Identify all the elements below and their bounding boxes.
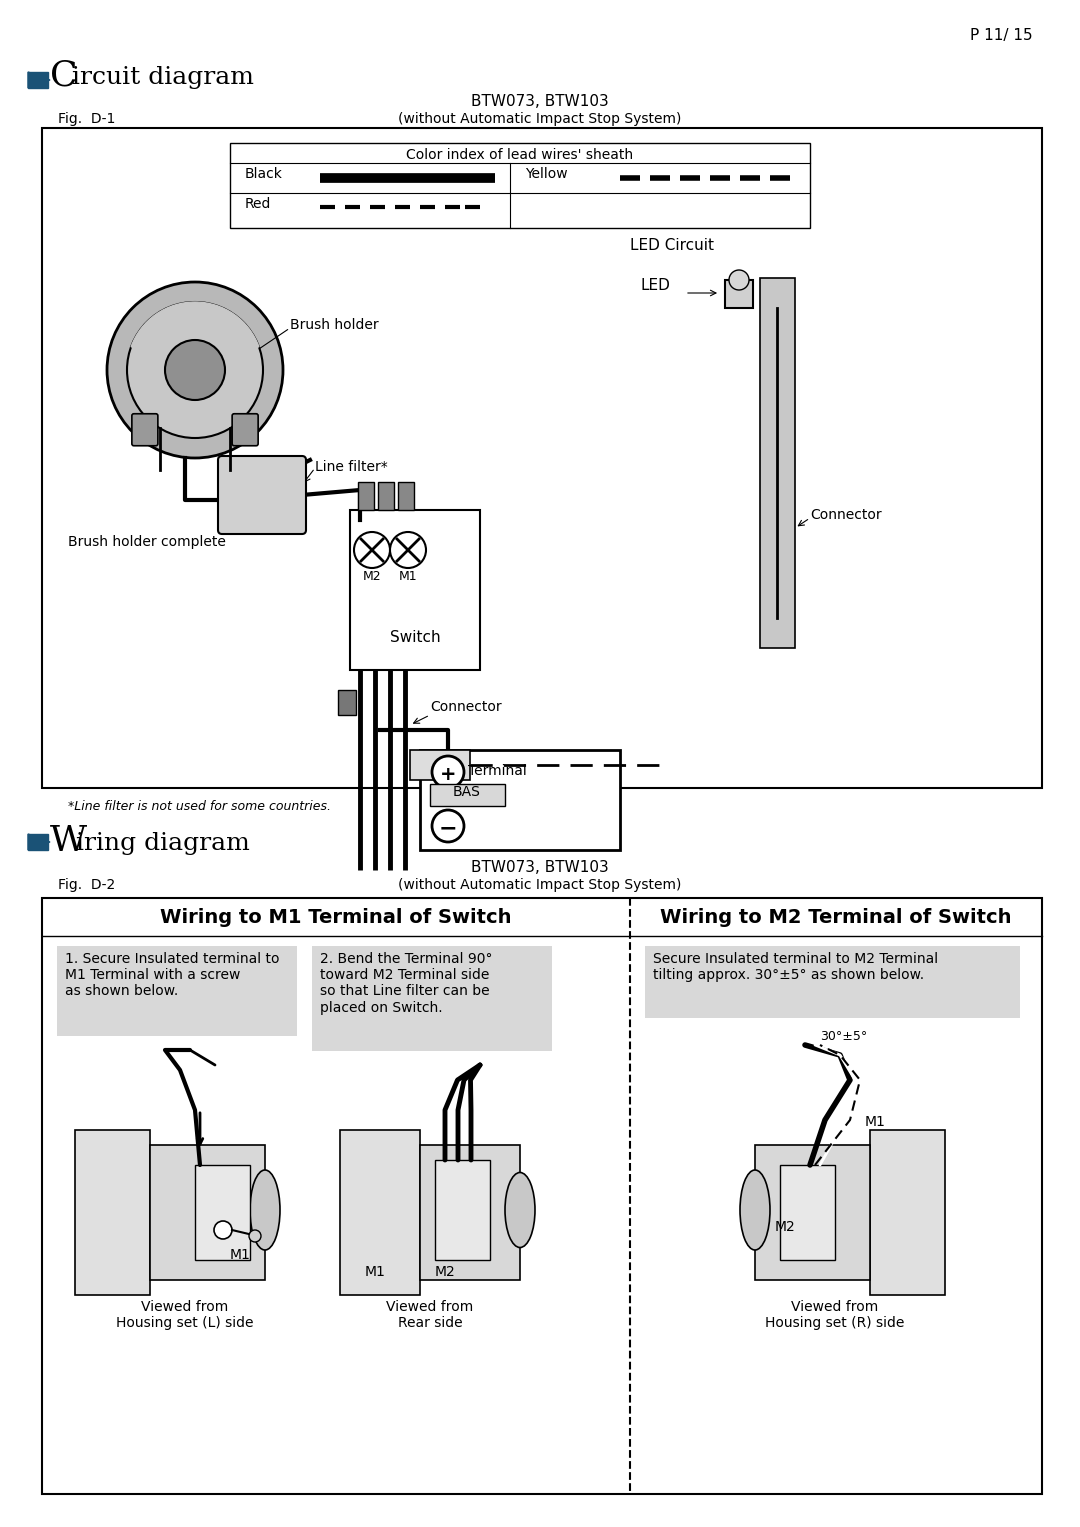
Text: Wiring to M1 Terminal of Switch: Wiring to M1 Terminal of Switch [160, 909, 512, 927]
Text: Brush holder complete: Brush holder complete [68, 534, 226, 550]
Polygon shape [28, 834, 50, 851]
Text: W: W [50, 825, 87, 858]
Polygon shape [28, 834, 48, 851]
Bar [357, 483, 374, 510]
Text: −: − [438, 818, 457, 838]
Circle shape [432, 809, 464, 841]
Text: BTW073, BTW103: BTW073, BTW103 [471, 860, 609, 875]
Bar [75, 1130, 150, 1295]
Text: Fig.  D-2: Fig. D-2 [58, 878, 116, 892]
Text: Switch: Switch [390, 631, 441, 644]
Text: M1: M1 [865, 1115, 886, 1128]
FancyBboxPatch shape [132, 414, 158, 446]
Text: Viewed from
Rear side: Viewed from Rear side [387, 1299, 474, 1330]
Text: Terminal: Terminal [468, 764, 527, 777]
Bar [780, 1165, 835, 1260]
Circle shape [729, 270, 750, 290]
Text: Secure Insulated terminal to M2 Terminal
tilting approx. 30°±5° as shown below.: Secure Insulated terminal to M2 Terminal… [653, 951, 939, 982]
Text: (without Automatic Impact Stop System): (without Automatic Impact Stop System) [399, 111, 681, 127]
Bar [312, 947, 552, 1051]
Bar [620, 258, 1010, 698]
Text: +: + [440, 765, 456, 783]
Text: BTW073, BTW103: BTW073, BTW103 [471, 95, 609, 108]
Bar [230, 144, 810, 228]
Text: ircuit diagram: ircuit diagram [72, 66, 254, 89]
Polygon shape [28, 72, 50, 89]
Text: Fig.  D-1: Fig. D-1 [58, 111, 116, 127]
Text: M1: M1 [230, 1248, 251, 1261]
Bar [338, 690, 356, 715]
Bar [410, 750, 470, 780]
Bar [195, 1165, 249, 1260]
Bar [42, 128, 1042, 788]
Bar [420, 1145, 519, 1280]
Polygon shape [28, 72, 48, 89]
Text: 1. Secure Insulated terminal to
M1 Terminal with a screw
as shown below.: 1. Secure Insulated terminal to M1 Termi… [65, 951, 280, 999]
Text: Red: Red [245, 197, 271, 211]
FancyBboxPatch shape [232, 414, 258, 446]
Bar [435, 1161, 490, 1260]
Bar [340, 1130, 420, 1295]
Text: 2. Bend the Terminal 90°
toward M2 Terminal side
so that Line filter can be
plac: 2. Bend the Terminal 90° toward M2 Termi… [320, 951, 492, 1014]
Text: (without Automatic Impact Stop System): (without Automatic Impact Stop System) [399, 878, 681, 892]
Text: Viewed from
Housing set (L) side: Viewed from Housing set (L) side [117, 1299, 254, 1330]
Circle shape [390, 531, 426, 568]
Text: LED Circuit: LED Circuit [630, 238, 714, 253]
Text: Viewed from
Housing set (R) side: Viewed from Housing set (R) side [766, 1299, 905, 1330]
Circle shape [249, 1231, 261, 1241]
Text: LED: LED [640, 278, 670, 293]
Circle shape [127, 302, 264, 438]
Text: M2: M2 [435, 1264, 456, 1280]
Circle shape [354, 531, 390, 568]
Bar [150, 1145, 265, 1280]
Bar [870, 1130, 945, 1295]
Text: M1: M1 [365, 1264, 386, 1280]
Bar [65, 247, 460, 557]
Text: C: C [50, 58, 78, 92]
Circle shape [107, 282, 283, 458]
Ellipse shape [740, 1170, 770, 1251]
Text: *Line filter is not used for some countries.: *Line filter is not used for some countr… [68, 800, 330, 812]
Bar [725, 279, 753, 308]
Bar [399, 483, 414, 510]
Circle shape [432, 756, 464, 788]
Bar [350, 510, 480, 670]
Bar [57, 947, 297, 1035]
Bar [420, 750, 620, 851]
FancyBboxPatch shape [218, 457, 306, 534]
Text: 30°±5°: 30°±5° [820, 1031, 867, 1043]
Bar [42, 898, 1042, 1493]
Bar [430, 783, 505, 806]
Bar [755, 1145, 870, 1280]
Bar [378, 483, 394, 510]
Text: BAS: BAS [454, 785, 481, 799]
Text: Black: Black [245, 166, 283, 182]
Text: Color index of lead wires' sheath: Color index of lead wires' sheath [406, 148, 634, 162]
Text: Connector: Connector [430, 699, 501, 715]
Bar [760, 278, 795, 647]
Text: Connector: Connector [810, 508, 881, 522]
Ellipse shape [249, 1170, 280, 1251]
Ellipse shape [505, 1173, 535, 1248]
Text: Wiring to M2 Terminal of Switch: Wiring to M2 Terminal of Switch [660, 909, 1012, 927]
Wedge shape [131, 302, 259, 354]
Text: M2: M2 [363, 570, 381, 583]
Text: M1: M1 [399, 570, 417, 583]
Text: Line filter*: Line filter* [315, 460, 388, 473]
Text: iring diagram: iring diagram [76, 832, 249, 855]
Text: M2: M2 [775, 1220, 796, 1234]
Text: Yellow: Yellow [525, 166, 568, 182]
Circle shape [214, 1222, 232, 1238]
Text: Brush holder: Brush holder [291, 318, 379, 331]
Bar [645, 947, 1020, 1019]
Text: P 11/ 15: P 11/ 15 [970, 27, 1032, 43]
Circle shape [165, 341, 225, 400]
